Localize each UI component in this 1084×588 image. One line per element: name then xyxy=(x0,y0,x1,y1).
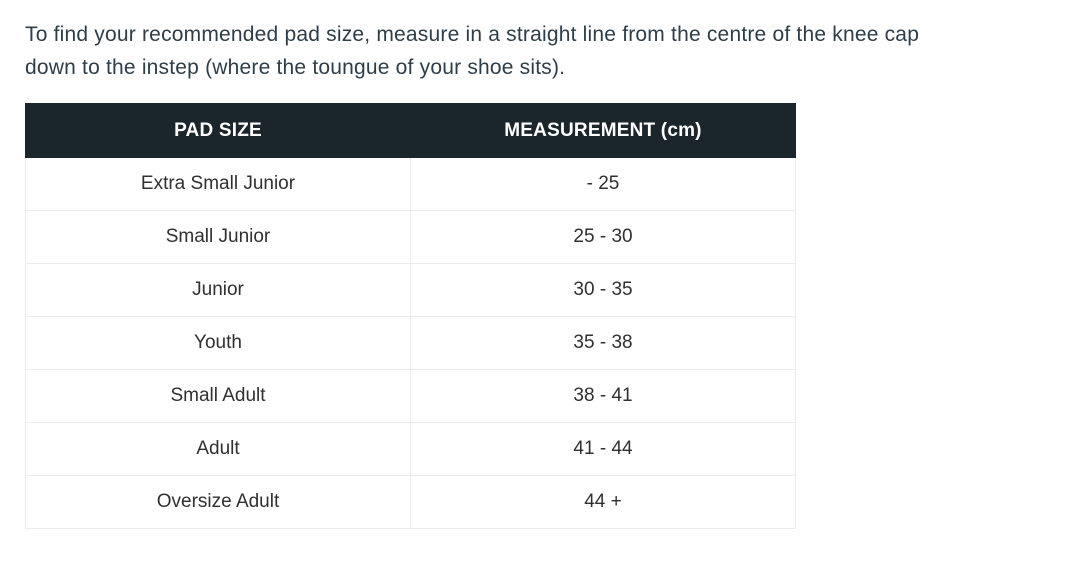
measurement-cell: 44 + xyxy=(410,475,796,529)
pad-size-cell: Junior xyxy=(25,263,411,317)
pad-size-cell: Extra Small Junior xyxy=(25,157,411,211)
table-row: Small Junior 25 - 30 xyxy=(25,210,796,264)
measurement-cell: 35 - 38 xyxy=(410,316,796,370)
pad-size-cell: Adult xyxy=(25,422,411,476)
pad-size-cell: Small Adult xyxy=(25,369,411,423)
pad-size-cell: Small Junior xyxy=(25,210,411,264)
pad-size-cell: Youth xyxy=(25,316,411,370)
header-row: PAD SIZE MEASUREMENT (cm) xyxy=(25,103,796,158)
pad-size-cell: Oversize Adult xyxy=(25,475,411,529)
table-row: Youth 35 - 38 xyxy=(25,316,796,370)
table-row: Adult 41 - 44 xyxy=(25,422,796,476)
table-row: Small Adult 38 - 41 xyxy=(25,369,796,423)
measurement-cell: 41 - 44 xyxy=(410,422,796,476)
pad-size-header: PAD SIZE xyxy=(25,103,411,158)
measurement-cell: 25 - 30 xyxy=(410,210,796,264)
table-row: Extra Small Junior - 25 xyxy=(25,157,796,211)
measurement-cell: 30 - 35 xyxy=(410,263,796,317)
intro-text: To find your recommended pad size, measu… xyxy=(25,23,920,79)
table-body: Extra Small Junior - 25 Small Junior 25 … xyxy=(25,157,796,529)
table-row: Junior 30 - 35 xyxy=(25,263,796,317)
table-header: PAD SIZE MEASUREMENT (cm) xyxy=(25,103,796,158)
table-row: Oversize Adult 44 + xyxy=(25,475,796,529)
measurement-cell: 38 - 41 xyxy=(410,369,796,423)
measurement-cell: - 25 xyxy=(410,157,796,211)
pad-size-table: PAD SIZE MEASUREMENT (cm) Extra Small Ju… xyxy=(25,103,796,529)
measurement-header: MEASUREMENT (cm) xyxy=(410,103,796,158)
